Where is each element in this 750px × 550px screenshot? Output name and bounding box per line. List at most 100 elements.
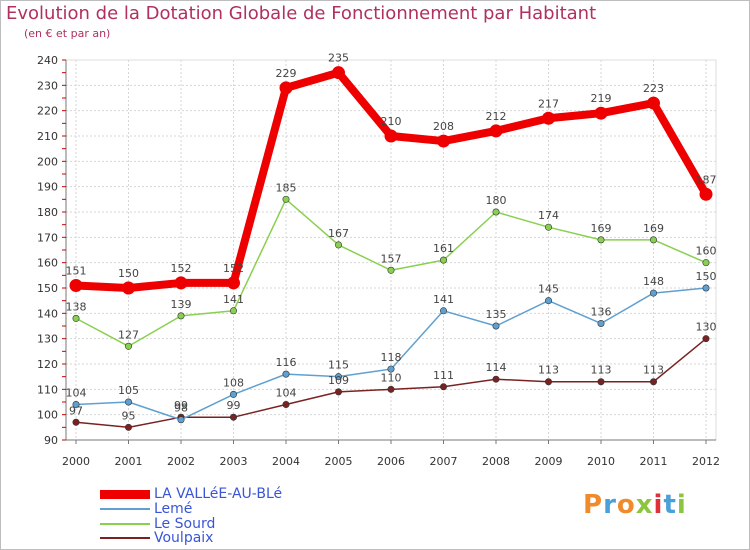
- legend-item-voulpaix: Voulpaix: [100, 530, 213, 546]
- data-label: 160: [696, 245, 717, 258]
- data-label: 150: [118, 267, 139, 280]
- x-tick-label: 2002: [167, 455, 195, 468]
- data-label: 212: [486, 110, 507, 123]
- data-label: 115: [328, 359, 349, 372]
- y-tick-label: 210: [37, 130, 58, 143]
- chart-title: Evolution de la Dotation Globale de Fonc…: [6, 3, 597, 24]
- data-point: [174, 276, 188, 290]
- data-point: [544, 223, 552, 231]
- x-tick-label: 2009: [535, 455, 563, 468]
- data-point: [387, 266, 395, 274]
- y-tick-label: 200: [37, 155, 58, 168]
- data-label: 217: [538, 97, 559, 110]
- data-point: [334, 388, 342, 396]
- y-tick-label: 90: [44, 434, 58, 447]
- data-label: 180: [486, 194, 507, 207]
- chart-subtitle: (en € et par an): [24, 27, 111, 40]
- data-label: 104: [66, 387, 87, 400]
- x-tick-label: 2000: [62, 455, 90, 468]
- data-point: [439, 307, 447, 315]
- data-label: 174: [538, 209, 559, 222]
- data-point: [177, 416, 185, 424]
- data-point: [72, 418, 80, 426]
- data-point: [72, 401, 80, 409]
- data-label: 138: [66, 300, 87, 313]
- data-point: [492, 375, 500, 383]
- data-label: 229: [276, 67, 297, 80]
- data-label: 109: [328, 374, 349, 387]
- y-tick-label: 140: [37, 307, 58, 320]
- y-tick-label: 170: [37, 231, 58, 244]
- legend-swatch: [100, 508, 150, 510]
- data-point: [125, 398, 133, 406]
- axes: 90 100 110 120 130 140 150 160 170 180 190 200 210 22…: [37, 54, 720, 468]
- data-point: [437, 134, 450, 148]
- x-tick-label: 2001: [115, 455, 143, 468]
- x-tick-label: 2004: [272, 455, 300, 468]
- data-point: [230, 413, 238, 421]
- data-point: [72, 314, 80, 322]
- data-label: 113: [643, 364, 664, 377]
- data-label: 187: [696, 173, 717, 186]
- y-tick-label: 130: [37, 333, 58, 346]
- data-point: [702, 335, 710, 343]
- data-point: [334, 373, 342, 381]
- x-tick-label: 2011: [640, 455, 668, 468]
- data-point: [492, 322, 500, 330]
- data-label: 136: [591, 305, 612, 318]
- legend-swatch: [100, 537, 150, 539]
- data-label: 135: [486, 308, 507, 321]
- data-label: 110: [381, 371, 402, 384]
- x-tick-label: 2010: [587, 455, 615, 468]
- x-tick-label: 2012: [692, 455, 720, 468]
- x-tick-label: 2008: [482, 455, 510, 468]
- data-point: [489, 124, 503, 138]
- data-label: 208: [433, 120, 454, 133]
- legend-label: Voulpaix: [154, 530, 214, 546]
- data-label: 235: [328, 52, 349, 65]
- x-tick-label: 2007: [430, 455, 458, 468]
- data-point: [649, 289, 657, 297]
- data-label: 151: [66, 264, 87, 277]
- data-point: [544, 378, 552, 386]
- data-label: 145: [538, 283, 559, 296]
- legend-item-la-vallee-au-ble: LA VALLéE-AU-BLé: [100, 486, 282, 502]
- legend-label: Lemé: [154, 501, 193, 517]
- data-point: [544, 297, 552, 305]
- data-label: 99: [227, 399, 241, 412]
- data-label: 141: [223, 293, 244, 306]
- data-point: [597, 236, 605, 244]
- data-label: 116: [276, 356, 297, 369]
- legend-item-leme: Lemé: [100, 501, 192, 517]
- data-point: [125, 342, 133, 350]
- data-labels: 151 150 152 152 229 235 210 208 212 217 219 223 187 1…: [66, 52, 717, 423]
- data-point: [384, 129, 398, 143]
- data-point: [702, 259, 710, 267]
- y-tick-label: 120: [37, 358, 58, 371]
- data-point: [439, 256, 447, 264]
- data-point: [177, 312, 185, 320]
- logo-letter: o: [616, 490, 636, 520]
- data-label: 99: [174, 399, 188, 412]
- data-point: [69, 278, 83, 292]
- data-point: [702, 284, 710, 292]
- data-label: 139: [171, 298, 192, 311]
- data-label: 157: [381, 252, 402, 265]
- legend-label: LA VALLéE-AU-BLé: [154, 486, 283, 502]
- data-label: 161: [433, 242, 454, 255]
- logo-letter: t: [663, 490, 677, 520]
- y-tick-label: 150: [37, 282, 58, 295]
- data-point: [649, 378, 657, 386]
- data-point: [594, 106, 608, 120]
- data-label: 98: [174, 402, 188, 415]
- data-label: 105: [118, 384, 139, 397]
- data-label: 111: [433, 369, 454, 382]
- logo-letter: x: [635, 490, 654, 520]
- data-label: 127: [118, 328, 139, 341]
- data-label: 141: [433, 293, 454, 306]
- data-point: [492, 208, 500, 216]
- legend-item-le-sourd: Le Sourd: [100, 516, 215, 532]
- data-label: 148: [643, 275, 664, 288]
